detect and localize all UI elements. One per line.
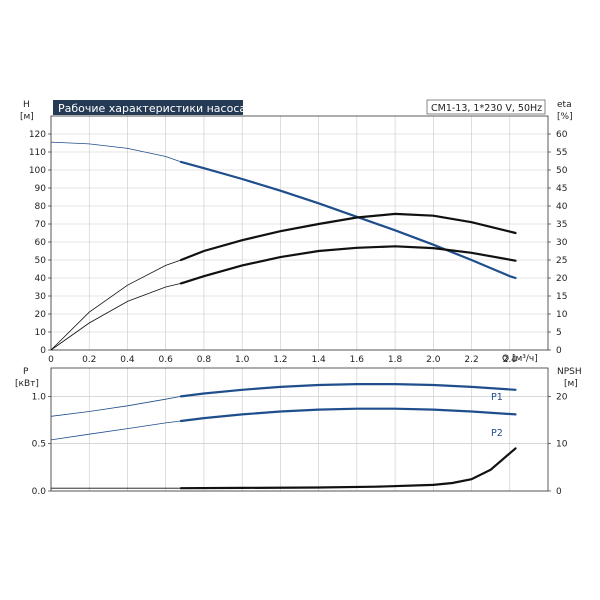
top-curve-1-thin-curve (50, 213, 516, 351)
series-label-p2: P2 (491, 428, 503, 439)
top-plot-grid (50, 116, 548, 351)
p2-operating-curve (179, 407, 517, 423)
top-left-tick-label: 50 (35, 256, 47, 266)
top-right-tick-label: 50 (556, 166, 568, 176)
top-plot-frame (50, 115, 549, 351)
top-curve-2-thin-curve (50, 245, 516, 351)
top-right-tick-label: 35 (556, 220, 567, 230)
top-right-tick-label: 0 (556, 346, 562, 356)
p2-thin-curve (50, 408, 516, 441)
top-right-tick-label: 60 (556, 130, 568, 140)
top-right-tick-label: 10 (556, 310, 568, 320)
top-right-tick-label: 15 (556, 292, 567, 302)
x-tick-label: 0.6 (159, 355, 174, 365)
bottom-plot-frame (50, 367, 549, 492)
y-left-label-top: H (23, 100, 30, 110)
x-tick-label: 1.2 (273, 355, 287, 365)
top-left-tick-label: 0 (40, 346, 46, 356)
x-tick-label: 0.4 (120, 355, 135, 365)
top-left-tick-label: 40 (35, 274, 47, 284)
top-right-tick-label: 55 (556, 148, 567, 158)
top-curve-1-operating-curve (179, 212, 517, 262)
x-tick-label: 1.8 (388, 355, 403, 365)
bottom-right-tick-label: 0 (556, 487, 562, 497)
top-left-tick-label: 80 (35, 202, 47, 212)
y-right-unit-top: [%] (557, 112, 573, 122)
top-right-tick-label: 25 (556, 256, 567, 266)
y-right-unit-bottom: [м] (564, 379, 578, 389)
x-tick-label: 1.6 (350, 355, 365, 365)
x-tick-label: 0.8 (197, 355, 212, 365)
top-left-tick-label: 70 (35, 220, 47, 230)
top-left-tick-label: 10 (35, 328, 47, 338)
model-box (426, 99, 546, 115)
chart-title-box (53, 100, 243, 115)
top-left-tick-label: 120 (29, 130, 46, 140)
p1-operating-curve (179, 383, 517, 398)
top-left-tick-label: 20 (35, 310, 47, 320)
y-left-label-bottom: P (23, 367, 29, 377)
x-tick-label: 2.2 (464, 355, 478, 365)
top-right-tick-label: 40 (556, 202, 568, 212)
top-right-tick-label: 30 (556, 238, 568, 248)
y-left-unit-top: [м] (20, 112, 34, 122)
top-left-tick-label: 110 (29, 148, 46, 158)
x-tick-label: 1.4 (311, 355, 326, 365)
tick-labels: 0102030405060708090100110120051015202530… (29, 130, 568, 497)
x-tick-label: 2.0 (426, 355, 441, 365)
series-label-p1: P1 (491, 392, 503, 403)
top-curve-2-operating-curve (179, 245, 517, 285)
top-plot-series (50, 141, 517, 351)
top-left-tick-label: 60 (35, 238, 47, 248)
bottom-left-tick-label: 0.5 (32, 440, 46, 450)
bottom-left-tick-label: 1.0 (32, 392, 47, 402)
bottom-curve-2-thin-curve (51, 448, 516, 489)
top-right-tick-label: 5 (556, 328, 562, 338)
bottom-right-tick-label: 10 (556, 440, 568, 450)
y-right-label-bottom: NPSH (557, 367, 582, 377)
bottom-right-tick-label: 20 (556, 392, 568, 402)
top-left-tick-label: 100 (29, 166, 46, 176)
x-tick-label: 2.4 (503, 355, 518, 365)
bottom-left-tick-label: 0.0 (32, 487, 47, 497)
top-left-tick-label: 90 (35, 184, 47, 194)
bottom-curve-2-operating-curve (179, 447, 517, 490)
top-right-tick-label: 45 (556, 184, 567, 194)
x-axis-unit-label: Q [м³/ч] (502, 354, 538, 364)
model-label: CM1-13, 1*230 V, 50Hz (431, 103, 542, 114)
x-tick-label: 0.2 (82, 355, 96, 365)
y-left-unit-bottom: [кВт] (15, 379, 39, 389)
x-tick-label: 0 (48, 355, 54, 365)
x-tick-label: 1.0 (235, 355, 250, 365)
top-right-tick-label: 20 (556, 274, 568, 284)
top-left-tick-label: 30 (35, 292, 47, 302)
y-right-label-top: eta (557, 100, 572, 110)
bottom-plot-series (50, 383, 517, 490)
chart-title: Рабочие характеристики насоса (58, 102, 246, 115)
